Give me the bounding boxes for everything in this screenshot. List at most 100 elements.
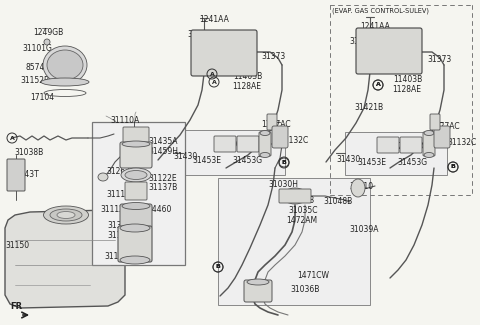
Text: A: A xyxy=(375,83,381,87)
Ellipse shape xyxy=(120,256,150,264)
Text: 31010: 31010 xyxy=(349,182,373,191)
Text: 31430: 31430 xyxy=(336,155,360,164)
Text: B: B xyxy=(451,164,456,170)
Ellipse shape xyxy=(122,202,150,210)
Text: 31119E: 31119E xyxy=(107,231,136,240)
Ellipse shape xyxy=(47,50,83,80)
Text: 31035C: 31035C xyxy=(288,206,317,215)
Text: 31435A: 31435A xyxy=(148,137,178,146)
Ellipse shape xyxy=(283,188,308,204)
Text: 31111A: 31111A xyxy=(106,190,135,199)
Text: 31453E: 31453E xyxy=(357,158,386,167)
Text: B: B xyxy=(451,164,456,170)
Text: 11403B: 11403B xyxy=(393,75,422,84)
Text: 1128AE: 1128AE xyxy=(232,82,261,91)
Ellipse shape xyxy=(44,39,50,45)
FancyBboxPatch shape xyxy=(237,136,259,152)
FancyBboxPatch shape xyxy=(430,114,440,130)
FancyBboxPatch shape xyxy=(356,28,422,74)
Text: 31033: 31033 xyxy=(290,196,314,205)
Text: 1472AM: 1472AM xyxy=(286,216,317,225)
Ellipse shape xyxy=(351,179,365,197)
Ellipse shape xyxy=(260,131,270,136)
Text: (EVAP. GAS CONTROL-SULEV): (EVAP. GAS CONTROL-SULEV) xyxy=(332,8,429,15)
Text: 1128AE: 1128AE xyxy=(392,85,421,94)
Text: A: A xyxy=(210,72,215,76)
FancyBboxPatch shape xyxy=(120,204,152,228)
Text: 31420C: 31420C xyxy=(187,30,216,39)
Text: 1327AC: 1327AC xyxy=(430,122,460,131)
FancyBboxPatch shape xyxy=(272,126,288,148)
Ellipse shape xyxy=(43,46,87,84)
Ellipse shape xyxy=(125,171,147,179)
FancyBboxPatch shape xyxy=(118,226,152,262)
Text: 94460: 94460 xyxy=(148,205,172,214)
Text: 31137B: 31137B xyxy=(148,183,177,192)
FancyBboxPatch shape xyxy=(120,142,152,168)
Text: 1241AA: 1241AA xyxy=(199,15,229,24)
FancyBboxPatch shape xyxy=(267,114,277,130)
Ellipse shape xyxy=(247,279,269,285)
Ellipse shape xyxy=(260,152,270,158)
Text: 31048B: 31048B xyxy=(323,197,352,206)
Text: B: B xyxy=(216,265,220,269)
Text: B: B xyxy=(282,160,287,164)
Text: A: A xyxy=(375,83,381,87)
Text: 31143T: 31143T xyxy=(10,170,39,179)
Text: 26754C: 26754C xyxy=(397,142,427,151)
Text: 31132C: 31132C xyxy=(279,136,308,145)
Text: 1249GB: 1249GB xyxy=(33,28,63,37)
Text: 31453G: 31453G xyxy=(232,156,262,165)
FancyBboxPatch shape xyxy=(123,127,149,145)
FancyBboxPatch shape xyxy=(214,136,236,152)
Text: 31380A: 31380A xyxy=(107,221,136,230)
FancyBboxPatch shape xyxy=(377,137,399,153)
Text: 31101G: 31101G xyxy=(22,44,52,53)
FancyBboxPatch shape xyxy=(400,137,422,153)
Ellipse shape xyxy=(41,78,89,86)
Text: A: A xyxy=(212,80,216,84)
Text: 31459H: 31459H xyxy=(148,147,178,156)
Ellipse shape xyxy=(121,168,151,182)
Text: 31488A: 31488A xyxy=(218,52,247,61)
Text: FR: FR xyxy=(10,302,22,311)
Bar xyxy=(218,178,370,305)
Text: 31152R: 31152R xyxy=(20,76,49,85)
Bar xyxy=(183,130,285,175)
Text: 11403B: 11403B xyxy=(233,72,262,81)
Text: 31373: 31373 xyxy=(427,55,451,64)
FancyBboxPatch shape xyxy=(279,189,311,203)
Text: A: A xyxy=(10,136,14,140)
FancyBboxPatch shape xyxy=(125,182,147,200)
Text: 31421B: 31421B xyxy=(354,103,383,112)
Text: 17104: 17104 xyxy=(30,93,54,102)
PathPatch shape xyxy=(5,210,125,308)
FancyBboxPatch shape xyxy=(434,126,450,148)
Text: 31110A: 31110A xyxy=(110,116,139,125)
Text: 31112: 31112 xyxy=(100,205,124,214)
Bar xyxy=(345,132,447,175)
Text: 31420C: 31420C xyxy=(349,37,378,46)
FancyBboxPatch shape xyxy=(7,159,25,191)
FancyBboxPatch shape xyxy=(191,30,257,76)
Text: 31453G: 31453G xyxy=(397,158,427,167)
Ellipse shape xyxy=(98,173,108,181)
Ellipse shape xyxy=(286,190,304,202)
Text: 31430: 31430 xyxy=(173,152,197,161)
Text: 31150: 31150 xyxy=(5,241,29,250)
Ellipse shape xyxy=(120,224,150,232)
Text: B: B xyxy=(216,265,220,269)
Bar xyxy=(92,122,185,265)
Text: 31122E: 31122E xyxy=(148,174,177,183)
Text: 31453E: 31453E xyxy=(192,156,221,165)
Text: 26754C: 26754C xyxy=(232,140,262,149)
Ellipse shape xyxy=(50,209,82,221)
Text: 31030H: 31030H xyxy=(268,180,298,189)
Text: 31039A: 31039A xyxy=(349,225,379,234)
Text: 31036B: 31036B xyxy=(290,285,319,294)
FancyBboxPatch shape xyxy=(244,280,272,302)
Text: 1327AC: 1327AC xyxy=(261,120,290,129)
Text: 1471CW: 1471CW xyxy=(297,271,329,280)
Text: 31132C: 31132C xyxy=(447,138,476,147)
Text: 31373: 31373 xyxy=(261,52,285,61)
